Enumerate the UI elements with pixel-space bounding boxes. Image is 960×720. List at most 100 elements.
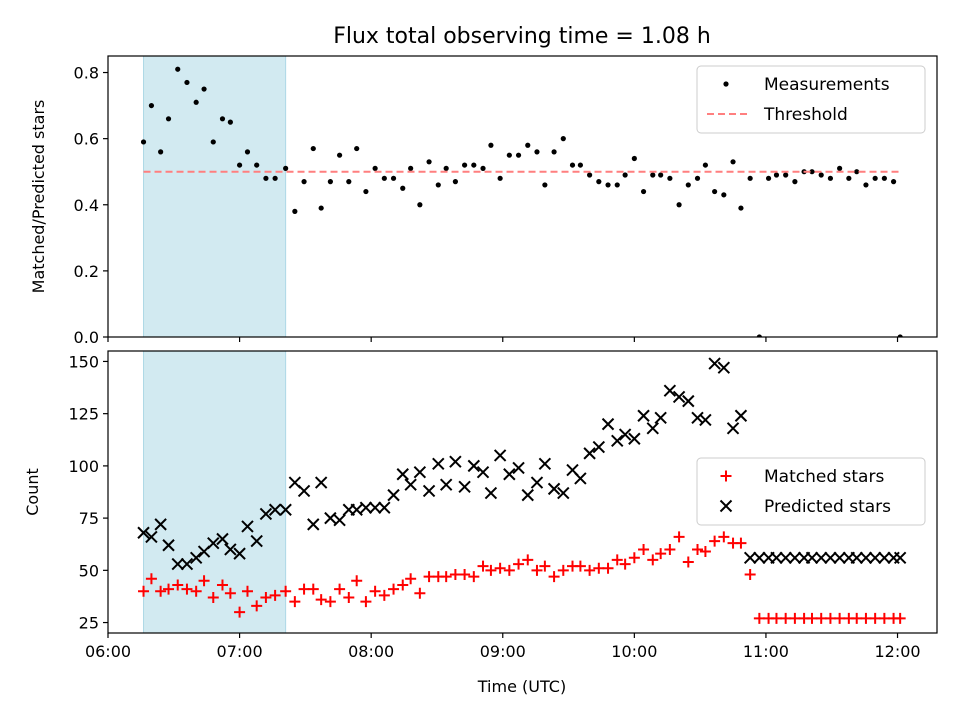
measurements-point <box>702 162 709 168</box>
count-y-tick-label: 25 <box>79 614 99 633</box>
x-tick-label: 11:00 <box>743 642 789 661</box>
measurements-point <box>863 182 869 188</box>
predicted-stars-point <box>618 428 632 441</box>
predicted-stars-point <box>753 551 766 565</box>
ratio-y-tick-label: 0.0 <box>74 328 99 347</box>
matched-stars-point <box>673 531 685 543</box>
measurements-point <box>488 142 494 148</box>
measurements-point <box>301 179 307 185</box>
predicted-stars-point <box>611 434 624 448</box>
count-y-tick-label: 100 <box>68 457 99 476</box>
measurements-point <box>730 159 736 165</box>
measurements-point <box>837 165 843 171</box>
legend-measurements-label: Measurements <box>764 75 890 95</box>
x-tick-label: 07:00 <box>217 642 263 661</box>
measurements-point <box>614 182 620 188</box>
matched-stars-point <box>289 596 301 608</box>
predicted-stars-point <box>422 484 436 498</box>
predicted-stars-point <box>449 455 462 468</box>
ratio-y-tick-label: 0.2 <box>74 262 99 281</box>
predicted-stars-point <box>216 532 229 546</box>
predicted-stars-point <box>503 468 516 481</box>
predicted-stars-point <box>145 530 158 544</box>
x-tick-label: 08:00 <box>348 642 394 661</box>
matched-stars-point <box>503 564 515 576</box>
measurements-point <box>254 162 260 168</box>
matched-stars-point <box>369 585 381 597</box>
measurements-point <box>236 162 243 168</box>
predicted-stars-point <box>467 459 481 473</box>
matched-stars-point <box>806 612 818 624</box>
matched-stars-point <box>172 579 184 591</box>
matched-stars-point <box>593 562 605 574</box>
measurements-point <box>534 149 540 155</box>
predicted-stars-point <box>268 503 282 516</box>
predicted-stars-point <box>314 476 328 489</box>
measurements-point <box>622 172 628 178</box>
measurements-point <box>551 149 557 155</box>
measurements-point <box>480 165 486 171</box>
count-legend-frame <box>696 457 926 526</box>
measurements-point <box>201 86 207 92</box>
matched-stars-point <box>334 583 346 595</box>
count-y-tick-label: 50 <box>79 561 99 580</box>
x-tick-label: 10:00 <box>611 642 657 661</box>
count-data <box>137 357 907 624</box>
legend-matched-stars-swatch <box>720 470 732 482</box>
predicted-stars-point <box>493 449 507 462</box>
measurements-point <box>283 165 289 171</box>
predicted-stars-point <box>893 551 907 565</box>
predicted-stars-point <box>333 513 346 527</box>
predicted-stars-point <box>378 501 391 514</box>
count-axes-frame <box>107 350 938 634</box>
measurements-point <box>809 169 815 175</box>
matched-stars-point <box>477 560 489 572</box>
matched-stars-point <box>824 612 836 624</box>
predicted-stars-point <box>726 422 740 435</box>
matched-stars-point <box>602 562 614 574</box>
predicted-stars-point <box>512 461 525 475</box>
matched-stars-point <box>198 575 210 587</box>
predicted-stars-point <box>171 557 184 571</box>
matched-stars-point <box>468 571 480 583</box>
matched-stars-point <box>789 612 801 624</box>
matched-stars-point <box>574 560 586 572</box>
predicted-stars-point <box>824 551 837 565</box>
matched-stars-point <box>138 585 150 597</box>
matched-stars-point <box>449 569 461 581</box>
measurements-point <box>818 172 824 178</box>
measurements-point <box>694 175 701 181</box>
predicted-stars-point <box>717 361 731 374</box>
matched-stars-point <box>815 612 827 624</box>
measurements-point <box>846 175 852 181</box>
measurements-point <box>227 119 233 125</box>
ratio-y-tick-label: 0.4 <box>74 196 99 215</box>
predicted-stars-point <box>279 503 292 516</box>
predicted-stars-point <box>368 501 382 514</box>
measurements-point <box>148 102 155 109</box>
predicted-stars-point <box>250 534 263 548</box>
measurements-point <box>435 182 441 188</box>
matched-stars-point <box>628 552 640 564</box>
matched-stars-point <box>190 585 202 597</box>
matched-stars-point <box>655 548 667 560</box>
measurements-point <box>193 99 199 105</box>
measurements-point <box>587 172 593 178</box>
predicted-stars-point <box>637 409 650 422</box>
predicted-stars-point <box>180 557 194 571</box>
matched-stars-point <box>155 585 167 597</box>
measurements-point <box>747 175 753 181</box>
measurements-point <box>210 139 216 145</box>
matched-stars-point <box>611 554 623 566</box>
predicted-stars-point <box>484 486 498 500</box>
measurements-point <box>158 149 164 155</box>
measurements-point <box>515 152 522 158</box>
matched-stars-point <box>360 596 372 608</box>
matched-stars-point <box>378 589 390 601</box>
measurements-point <box>854 169 860 175</box>
matched-stars-point <box>851 612 863 624</box>
predicted-stars-point <box>439 478 453 491</box>
predicted-stars-point <box>154 518 167 531</box>
measurements-point <box>443 165 449 171</box>
matched-stars-point <box>557 564 569 576</box>
